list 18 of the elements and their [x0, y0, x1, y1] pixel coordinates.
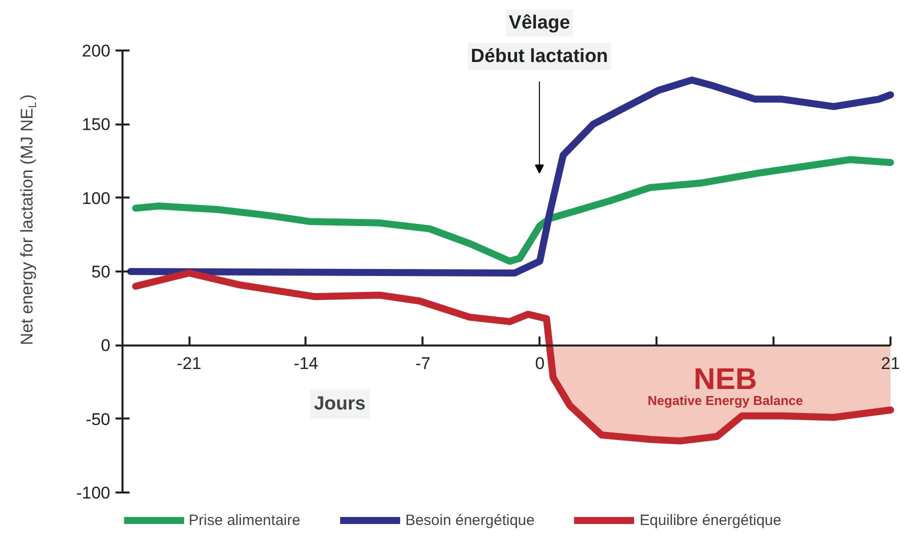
legend-label: Prise alimentaire — [188, 512, 300, 528]
y-tick-label: 150 — [82, 115, 110, 134]
legend-label: Equilibre énergétique — [640, 512, 782, 528]
x-axis-title: Jours — [314, 394, 366, 415]
y-tick-label: 50 — [91, 262, 110, 282]
x-tick-label: -21 — [176, 354, 202, 374]
x-tick-label: 0 — [535, 354, 545, 374]
annotation: Vêlage Début lactation — [470, 12, 608, 67]
y-tick-label: -100 — [76, 483, 110, 502]
y-tick-label: 0 — [100, 336, 110, 356]
y-tick-label: -50 — [86, 410, 110, 429]
y-axis-title: Net energy for lactation (MJ NEL) — [18, 94, 40, 346]
x-tick-label: 21 — [881, 354, 900, 374]
x-tick-label: -7 — [415, 354, 430, 374]
legend-label: Besoin énergétique — [405, 512, 535, 528]
y-tick-label: 100 — [82, 188, 110, 208]
y-tick-label: 200 — [82, 42, 110, 61]
x-tick-label: -14 — [294, 354, 318, 374]
